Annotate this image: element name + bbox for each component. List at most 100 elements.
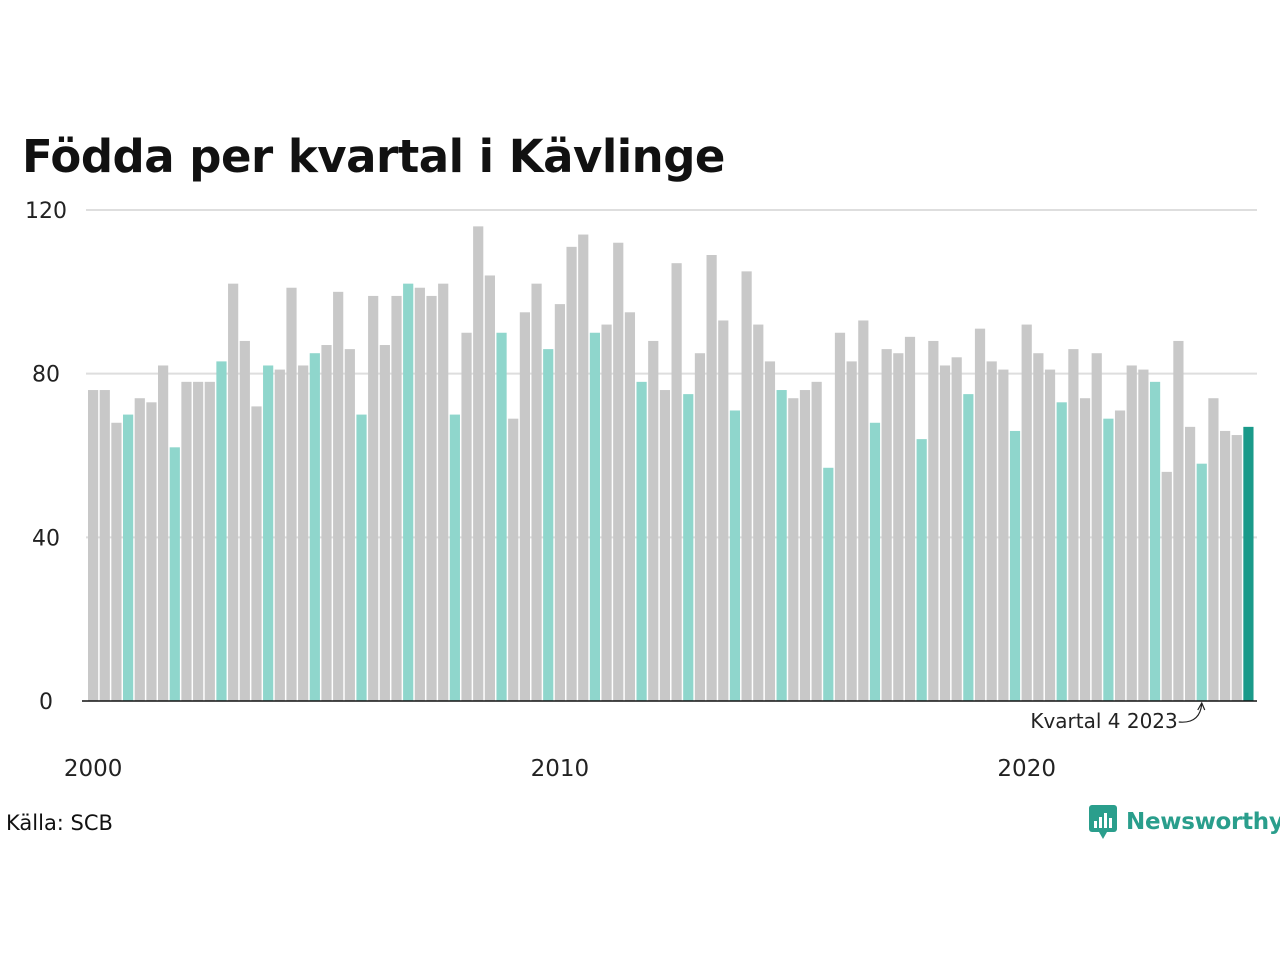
bar [613, 242, 624, 701]
bar-q4 [449, 414, 460, 701]
bar [1114, 410, 1126, 701]
annotation-label: Kvartal 4 2023 [1030, 709, 1177, 733]
x-tick-label: 2000 [64, 756, 123, 782]
annotation-arrowhead [1197, 701, 1206, 711]
bar [1021, 324, 1032, 701]
bar [146, 402, 157, 701]
x-tick-label: 2010 [531, 756, 590, 782]
bar [111, 422, 122, 701]
bar [379, 345, 390, 701]
bar [753, 324, 764, 701]
bar-q4 [963, 394, 974, 701]
bar [741, 271, 752, 701]
bar-q4 [169, 447, 180, 701]
chart-title: Födda per kvartal i Kävlinge [22, 130, 725, 183]
bar [1161, 471, 1172, 701]
bar [438, 283, 449, 701]
annotation-arrow [1178, 703, 1203, 723]
bar-q4 [729, 410, 741, 701]
bar [508, 418, 519, 701]
bar [1126, 365, 1137, 701]
bar [461, 332, 472, 701]
y-tick-label: 80 [32, 363, 60, 388]
bar [181, 381, 192, 701]
bar [718, 320, 729, 701]
bar [298, 365, 309, 701]
bar [414, 287, 425, 701]
bar [648, 340, 659, 701]
bar [1138, 369, 1149, 701]
bar [659, 390, 671, 701]
y-tick-label: 120 [25, 199, 67, 224]
bar [858, 320, 869, 701]
bar [251, 406, 262, 701]
x-tick-label: 2020 [997, 756, 1056, 782]
bar-q4 [916, 439, 927, 701]
brand-logo[interactable]: Newsworthy [1088, 804, 1280, 840]
bar [1184, 426, 1196, 701]
bar [846, 361, 857, 701]
bar [274, 369, 285, 701]
bar [321, 345, 332, 701]
bar-q4 [309, 353, 320, 701]
bar-chart: 0 40 80 120 2000 2010 2020 Kvartal 4 2023 [25, 199, 1257, 782]
y-tick-label: 0 [39, 690, 53, 715]
bar [788, 398, 799, 701]
bar [601, 324, 612, 701]
bar [344, 349, 355, 701]
bar-q4 [263, 365, 274, 701]
bars [88, 226, 1254, 702]
bar-q4 [1149, 381, 1161, 701]
brand-name: Newsworthy [1126, 809, 1280, 835]
bar [974, 328, 986, 701]
bar [391, 295, 402, 701]
bar [799, 390, 811, 701]
bar-q4 [1056, 402, 1067, 701]
bar-q4 [869, 422, 881, 701]
bar [811, 381, 822, 701]
bar-q4 [496, 332, 507, 701]
bar [426, 295, 437, 701]
bar [834, 332, 846, 701]
bar [694, 353, 706, 701]
bar-q4 [589, 332, 601, 701]
bar [333, 291, 344, 701]
bar [928, 340, 939, 701]
bar-q4 [356, 414, 367, 701]
bar-q4 [1103, 418, 1114, 701]
bar [578, 234, 589, 702]
bar-q4 [823, 467, 834, 701]
bar [228, 283, 239, 701]
axes: 0 40 80 120 2000 2010 2020 [25, 199, 1257, 782]
bar-q4 [1009, 430, 1021, 701]
bar [286, 287, 297, 701]
newsworthy-logo-icon [1089, 805, 1117, 839]
bar [904, 336, 916, 701]
bar [1231, 435, 1242, 701]
bar [1091, 353, 1102, 701]
bar-q4 [636, 381, 647, 701]
bar [881, 349, 892, 701]
bar [671, 263, 682, 701]
bar [566, 246, 577, 701]
bar-q4 [543, 349, 554, 701]
bar [706, 255, 717, 701]
bar [1219, 430, 1231, 701]
bar [1173, 340, 1184, 701]
bar [531, 283, 542, 701]
bar [368, 295, 379, 701]
bar [519, 312, 530, 701]
bar [1033, 353, 1044, 701]
bar [134, 398, 145, 701]
bar [893, 353, 904, 701]
bar [204, 381, 215, 701]
bar [158, 365, 169, 701]
bar-q4 [1196, 463, 1207, 701]
bar [1044, 369, 1056, 701]
bar [986, 361, 997, 701]
y-tick-label: 40 [32, 526, 60, 551]
bar [484, 275, 495, 701]
bar [1208, 398, 1219, 701]
bar-q4 [683, 394, 694, 701]
bar [939, 365, 951, 701]
